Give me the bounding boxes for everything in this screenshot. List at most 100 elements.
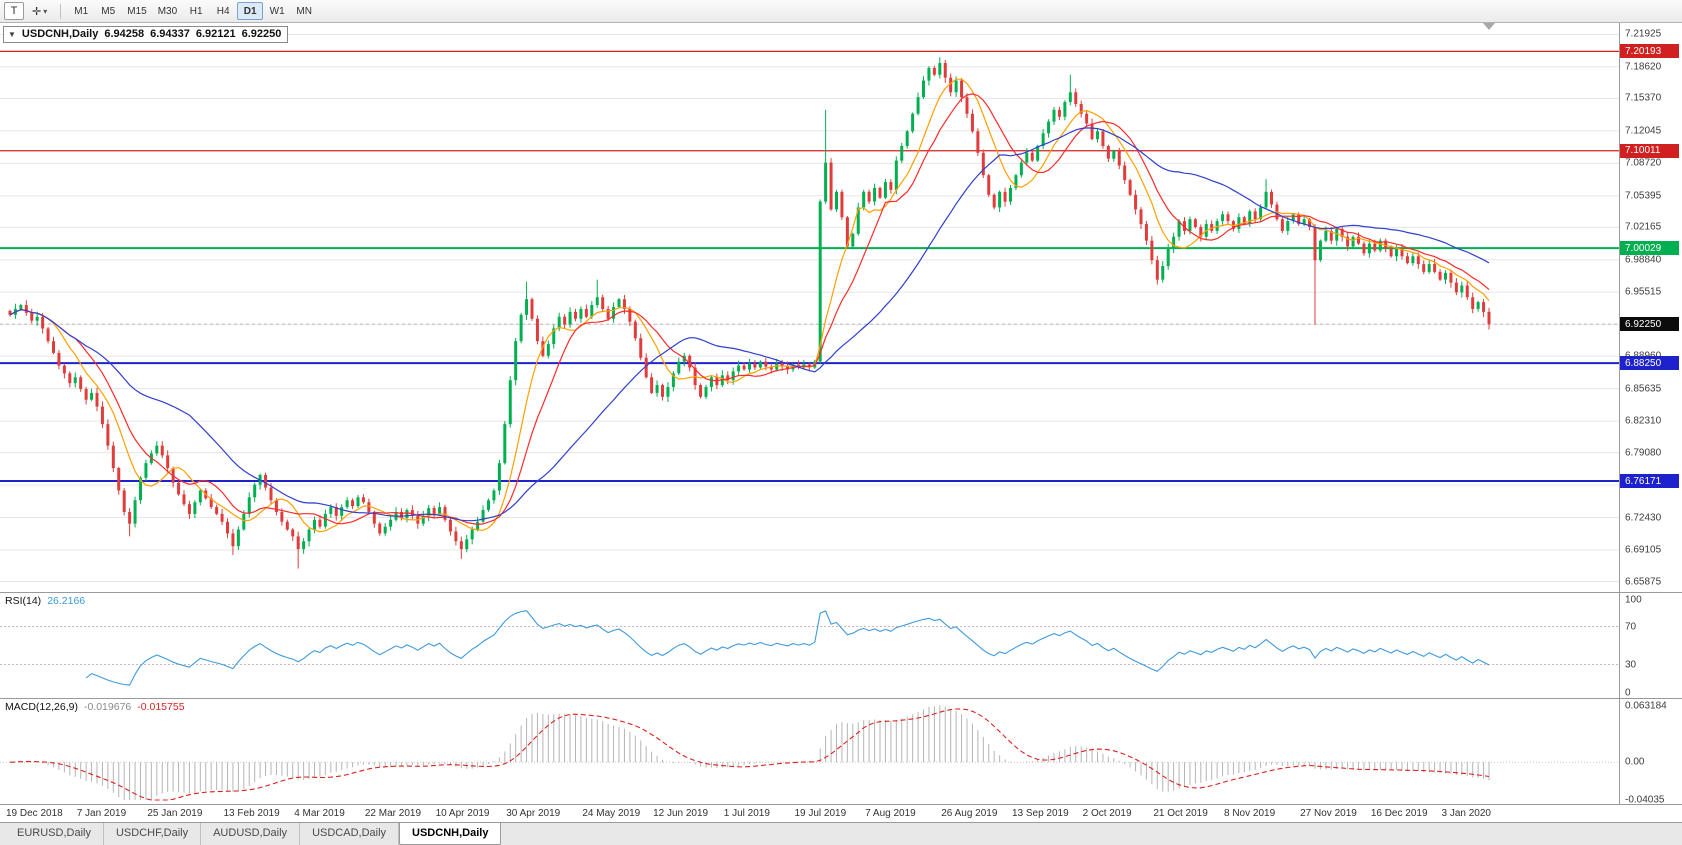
toolbar-separator xyxy=(60,3,62,19)
price-axis-tick: 6.72430 xyxy=(1625,512,1662,524)
time-axis-label: 3 Jan 2020 xyxy=(1441,808,1492,819)
macd-axis-tick: -0.04035 xyxy=(1625,794,1665,806)
price-axis-tick: 7.18620 xyxy=(1625,61,1662,73)
macd-axis-tick: 0.063184 xyxy=(1625,700,1667,712)
rsi-name: RSI(14) xyxy=(5,595,42,607)
time-axis-label: 10 Apr 2019 xyxy=(435,808,490,819)
level-price-tag: 7.00029 xyxy=(1620,241,1679,256)
time-axis-label: 24 May 2019 xyxy=(582,808,641,819)
macd-indicator-panel: MACD(12,26,9) -0.019676 -0.015755 0.0631… xyxy=(0,699,1682,806)
timeframe-m1-button[interactable]: M1 xyxy=(74,5,89,17)
time-axis-label: 2 Oct 2019 xyxy=(1082,808,1132,819)
main-chart-canvas[interactable] xyxy=(0,23,1619,592)
rsi-axis-tick: 0 xyxy=(1625,687,1631,699)
time-axis-label: 7 Jan 2019 xyxy=(76,808,127,819)
timeframe-h4-button[interactable]: H4 xyxy=(216,5,230,17)
time-axis-label: 13 Feb 2019 xyxy=(223,808,280,819)
timeframe-buttons: M1 M5 M15 M30 H1 H4 D1 W1 MN xyxy=(68,2,317,20)
time-axis-label: 1 Jul 2019 xyxy=(723,808,770,819)
time-axis-label: 30 Apr 2019 xyxy=(506,808,561,819)
macd-canvas[interactable] xyxy=(0,699,1619,804)
ohlc-low: 6.92121 xyxy=(195,28,236,40)
rsi-axis[interactable]: 100 70 30 0 xyxy=(1619,593,1682,699)
chevron-down-icon: ▾ xyxy=(43,6,48,16)
chart-ohlc-header: ▼ USDCNH,Daily 6.94258 6.94337 6.92121 6… xyxy=(3,26,289,43)
timeframe-m30-button[interactable]: M30 xyxy=(157,5,178,17)
chart-tab-eurusd[interactable]: EURUSD,Daily xyxy=(5,823,104,845)
macd-main-value: -0.019676 xyxy=(83,701,132,713)
chart-symbol-label: USDCNH,Daily xyxy=(21,28,99,40)
one-click-trading-arrow[interactable]: ▼ xyxy=(8,29,16,39)
time-axis-label: 22 Mar 2019 xyxy=(364,808,422,819)
ohlc-open: 6.94258 xyxy=(104,28,145,40)
macd-axis[interactable]: 0.063184 0.00 -0.04035 xyxy=(1619,699,1682,806)
price-axis-tick: 7.05395 xyxy=(1625,190,1662,202)
top-toolbar: T ✛ ▾ M1 M5 M15 M30 H1 H4 D1 W1 MN xyxy=(0,0,1682,23)
level-price-tag: 7.20193 xyxy=(1620,44,1679,59)
ohlc-high: 6.94337 xyxy=(150,28,190,40)
level-price-tag: 6.88250 xyxy=(1620,356,1679,371)
current-price-tag: 6.92250 xyxy=(1620,317,1679,332)
crosshair-icon: ✛ xyxy=(32,5,42,18)
price-axis-tick: 6.65875 xyxy=(1625,576,1662,587)
timeframe-h1-button[interactable]: H1 xyxy=(189,5,203,17)
time-axis-label: 19 Dec 2018 xyxy=(6,808,63,819)
timeframe-w1-button[interactable]: W1 xyxy=(269,5,285,17)
time-axis-label: 16 Dec 2019 xyxy=(1370,808,1428,819)
chart-tab-audusd[interactable]: AUDUSD,Daily xyxy=(201,823,301,845)
price-axis-tick: 6.98840 xyxy=(1625,254,1662,266)
time-axis-label: 12 Jun 2019 xyxy=(653,808,709,819)
price-axis-tick: 7.12045 xyxy=(1625,125,1662,137)
timeframe-m15-button[interactable]: M15 xyxy=(127,5,147,17)
time-axis-label: 27 Nov 2019 xyxy=(1300,808,1357,819)
time-axis-label: 7 Aug 2019 xyxy=(865,808,916,819)
ohlc-close: 6.92250 xyxy=(241,28,282,40)
rsi-canvas[interactable] xyxy=(0,593,1619,698)
chart-tab-usdcad[interactable]: USDCAD,Daily xyxy=(300,823,400,845)
templates-button[interactable]: T xyxy=(4,2,24,20)
price-axis-tick: 6.79080 xyxy=(1625,447,1662,459)
macd-indicator-plot[interactable]: MACD(12,26,9) -0.019676 -0.015755 xyxy=(0,699,1619,804)
timeframe-d1-button[interactable]: D1 xyxy=(237,2,264,20)
price-axis[interactable]: 7.21925 7.18620 7.15370 7.12045 7.08720 7.053… xyxy=(1619,23,1682,592)
price-axis-tick: 7.02165 xyxy=(1625,221,1662,233)
chart-tab-bar: EURUSD,Daily USDCHF,Daily AUDUSD,Daily USDC… xyxy=(0,822,1682,845)
level-price-tag: 6.76171 xyxy=(1620,474,1679,489)
price-shift-marker xyxy=(1483,23,1495,30)
price-axis-tick: 6.69105 xyxy=(1625,544,1662,556)
time-axis-label: 4 Mar 2019 xyxy=(294,808,345,819)
level-price-tag: 7.10011 xyxy=(1620,143,1679,158)
price-axis-tick: 6.82310 xyxy=(1625,415,1662,427)
chart-tab-usdcnh[interactable]: USDCNH,Daily xyxy=(399,822,502,845)
rsi-indicator-label: RSI(14) 26.2166 xyxy=(5,595,85,607)
price-axis-tick: 6.85635 xyxy=(1625,383,1662,395)
time-axis-label: 25 Jan 2019 xyxy=(147,808,203,819)
macd-signal-value: -0.015755 xyxy=(137,701,185,713)
time-axis-label: 26 Aug 2019 xyxy=(941,808,998,819)
timeframe-m5-button[interactable]: M5 xyxy=(101,5,116,17)
time-axis-label: 21 Oct 2019 xyxy=(1153,808,1208,819)
time-axis-label: 13 Sep 2019 xyxy=(1011,808,1069,819)
macd-name: MACD(12,26,9) xyxy=(5,701,78,713)
main-chart-plot[interactable]: ▼ USDCNH,Daily 6.94258 6.94337 6.92121 6… xyxy=(0,23,1619,592)
timeframe-mn-button[interactable]: MN xyxy=(296,5,312,17)
macd-indicator-label: MACD(12,26,9) -0.019676 -0.015755 xyxy=(5,701,185,713)
macd-axis-tick: 0.00 xyxy=(1625,756,1645,768)
price-axis-tick: 6.95515 xyxy=(1625,286,1662,298)
time-axis-label: 19 Jul 2019 xyxy=(794,808,847,819)
rsi-axis-tick: 30 xyxy=(1625,659,1637,670)
price-axis-tick: 7.21925 xyxy=(1625,28,1662,40)
rsi-axis-tick: 70 xyxy=(1625,621,1637,632)
rsi-axis-tick: 100 xyxy=(1625,594,1642,606)
chart-tab-usdchf[interactable]: USDCHF,Daily xyxy=(104,823,202,845)
main-chart-panel: ▼ USDCNH,Daily 6.94258 6.94337 6.92121 6… xyxy=(0,23,1682,593)
rsi-indicator-plot[interactable]: RSI(14) 26.2166 xyxy=(0,593,1619,698)
crosshair-tool-button[interactable]: ✛ ▾ xyxy=(26,2,53,20)
time-axis[interactable]: 19 Dec 2018 7 Jan 2019 25 Jan 2019 13 Feb 2… xyxy=(0,805,1682,823)
rsi-value: 26.2166 xyxy=(47,595,86,607)
time-axis-label: 8 Nov 2019 xyxy=(1224,808,1276,819)
price-axis-tick: 7.15370 xyxy=(1625,92,1662,104)
rsi-indicator-panel: RSI(14) 26.2166 100 70 30 0 xyxy=(0,593,1682,699)
price-axis-tick: 7.08720 xyxy=(1625,157,1662,169)
